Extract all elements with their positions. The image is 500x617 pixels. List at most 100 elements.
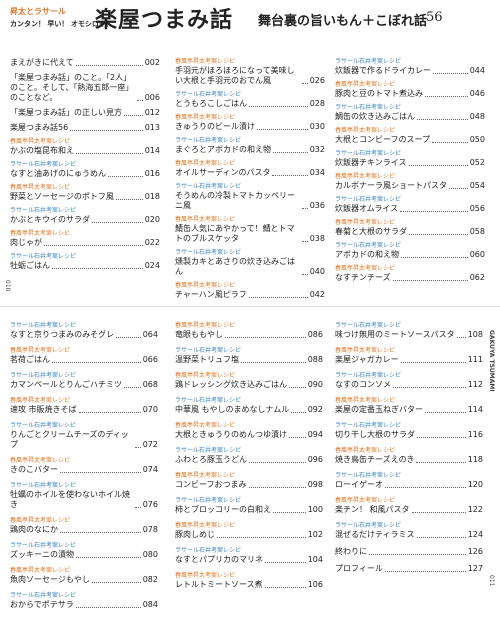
entry-page: 074 — [142, 465, 158, 474]
toc-entry: 楽屋つまみ話56 013 — [10, 123, 160, 133]
recipe-tag: ラサール石井考案レシピ — [175, 547, 242, 554]
toc-entry: 春風亭昇太考案レシピ 大根とコンビーフのスープ 050 — [335, 127, 485, 145]
leader-dots — [257, 129, 308, 130]
entry-page: 088 — [307, 355, 323, 364]
toc-entry: 春風亭昇太考案レシピ 茗荷ごはん 066 — [10, 347, 158, 365]
leader-dots — [78, 412, 141, 413]
entry-page: 048 — [469, 112, 485, 121]
entry-title: 「楽屋つまみ話」のこと。「2人」のこと。そして、「熱海五郎一座」のことなど。 — [10, 73, 134, 102]
entry-page: 122 — [467, 505, 483, 514]
toc-entry: ラサール石井考案レシピ 切り干し大根のサラダ 116 — [335, 422, 483, 440]
toc-entry: 春風亭昇太考案レシピ かぶの塩昆布和え 014 — [10, 138, 160, 156]
recipe-tag: 春風亭昇太考案レシピ — [175, 522, 236, 529]
toc-entry: 春風亭昇太考案レシピ 鯖缶人気にあやかって！鯖とトマトのブルスケッタ 038 — [175, 216, 325, 244]
side-label: GAKUYA TSUMAMI — [488, 330, 495, 392]
leader-dots — [432, 142, 468, 143]
entry-title: 鶏ドレッシング炊き込みごはん — [175, 380, 287, 389]
entry-page: 102 — [307, 530, 323, 539]
leader-dots — [425, 412, 466, 413]
leader-dots — [409, 234, 468, 235]
entry-row: りんごとクリームチーズのディップ 072 — [10, 430, 158, 450]
leader-dots — [76, 557, 141, 558]
entry-title: なすと京りつまみのみそグレ — [10, 330, 115, 339]
toc-entry: ラサール石井考案レシピ 炊飯器で作るドライカレー 044 — [335, 58, 485, 76]
entry-title: きのこバター — [10, 465, 58, 474]
leader-dots — [70, 130, 143, 131]
leader-dots — [91, 582, 141, 583]
leader-dots — [425, 96, 468, 97]
leader-dots — [384, 571, 466, 572]
recipe-tag: 春風亭昇太考案レシピ — [10, 138, 71, 145]
toc-entry: 春風亭昇太考案レシピ 速攻 市販焼きそば 070 — [10, 397, 158, 415]
entry-title: 楽チン！ 和風パスタ — [335, 505, 410, 514]
leader-dots — [301, 208, 308, 209]
entry-title: オイルサーディンのパスタ — [175, 168, 271, 177]
entry-row: 豚肉と豆のトマト煮込み 046 — [335, 89, 485, 99]
leader-dots — [225, 337, 306, 338]
entry-title: おからでポテサラ — [10, 600, 74, 609]
toc-entry: ラサール石井考案レシピ おからでポテサラ 084 — [10, 592, 158, 610]
recipe-tag: 春風亭昇太考案レシピ — [335, 219, 396, 226]
recipe-tag: 春風亭昇太考案レシピ — [335, 447, 396, 454]
entry-row: 燻製カキとあさりの炊き込みごはん 040 — [175, 257, 325, 277]
entry-title: 手羽元がほろほろになって美味しい大根と手羽元のおでん風 — [175, 66, 295, 85]
leader-dots — [60, 472, 141, 473]
entry-title: 速攻 市販焼きそば — [10, 405, 77, 414]
recipe-tag: ラサール石井考案レシピ — [10, 422, 77, 429]
toc-entry: ラサール石井考案レシピ 牡蠣のホイルを使わないホイル焼き 076 — [10, 482, 158, 510]
leader-dots — [369, 554, 466, 555]
toc-entry: ラサール石井考案レシピ りんごとクリームチーズのディップ 072 — [10, 422, 158, 450]
leader-dots — [115, 199, 143, 200]
entry-row: 混ぜるだけティラミス 124 — [335, 530, 483, 540]
entry-title: 「楽屋つまみ話」の正しい見方 — [10, 108, 122, 117]
entry-page: 108 — [467, 330, 483, 339]
toc-entry: 「楽屋つまみ話」のこと。「2人」のこと。そして、「熱海五郎一座」のことなど。 00… — [10, 73, 160, 103]
entry-page: 032 — [309, 145, 325, 154]
leader-dots — [241, 362, 306, 363]
entry-row: ふわとろ豚玉うどん 096 — [175, 455, 323, 465]
header-authors: 昇太とラサール — [10, 7, 66, 16]
entry-row: 楽屋ジャガカレー 111 — [335, 355, 483, 365]
entry-row: 「楽屋つまみ話」の正しい見方 012 — [10, 108, 160, 118]
recipe-tag: 春風亭昇太考案レシピ — [175, 472, 236, 479]
recipe-tag: 春風亭昇太考案レシピ — [10, 517, 71, 524]
entry-page: 118 — [467, 455, 483, 464]
entry-row: 大根とコンビーフのスープ 050 — [335, 135, 485, 145]
header-title: 楽屋つまみ話 — [95, 8, 234, 33]
leader-dots — [248, 487, 306, 488]
toc-entry: プロフィール 127 — [335, 564, 483, 574]
separator — [0, 306, 500, 307]
entry-row: 肉じゃが 022 — [10, 238, 160, 248]
toc-entry: 春風亭昇太考案レシピ 鶏肉のなにか 078 — [10, 517, 158, 535]
recipe-tag: 春風亭昇太考案レシピ — [335, 173, 396, 180]
entry-row: 中華風 もやしのまめなしナムル 092 — [175, 405, 323, 415]
entry-title: 鯖缶人気にあやかって！鯖とトマトのブルスケッタ — [175, 224, 295, 243]
leader-dots — [416, 462, 466, 463]
entry-row: 鯛缶の炊き込みごはん 048 — [335, 112, 485, 122]
recipe-tag: 春風亭昇太考案レシピ — [335, 265, 396, 272]
toc-entry: 春風亭昇太考案レシピ 竜眼ももやし 086 — [175, 322, 323, 340]
entry-title: 焼き鳥缶チーズえのき — [335, 455, 415, 464]
entry-title: 豚肉と豆のトマト煮込み — [335, 89, 423, 98]
entry-title: 終わりに — [335, 547, 367, 556]
recipe-tag: 春風亭昇太考案レシピ — [10, 230, 71, 237]
leader-dots — [108, 176, 143, 177]
recipe-tag: 春風亭昇太考案レシピ — [10, 347, 71, 354]
entry-row: 柿とブロッコリーの白和え 100 — [175, 505, 323, 515]
entry-title: 切り干し大根のサラダ — [335, 430, 415, 439]
entry-title: 大根とコンビーフのスープ — [335, 135, 431, 144]
recipe-tag: ラサール石井考案レシピ — [335, 322, 402, 329]
entry-title: 温野菜トリュフ塩 — [175, 355, 239, 364]
recipe-tag: 春風亭昇太考案レシピ — [175, 372, 236, 379]
entry-row: 終わりに 126 — [335, 547, 483, 557]
entry-page: 124 — [467, 530, 483, 539]
entry-row: とうもろこしごはん 028 — [175, 99, 325, 109]
toc-entry: 春風亭昇太考案レシピ 楽チン！ 和風パスタ 122 — [335, 497, 483, 515]
leader-dots — [134, 507, 141, 508]
entry-row: 野菜とソーセージのポトフ風 018 — [10, 192, 160, 202]
leader-dots — [400, 362, 466, 363]
leader-dots — [75, 607, 141, 608]
recipe-tag: ラサール石井考案レシピ — [335, 372, 402, 379]
recipe-tag: ラサール石井考案レシピ — [335, 58, 402, 65]
toc-entry: 春風亭昇太考案レシピ きゅうりのビール漬け 030 — [175, 114, 325, 132]
